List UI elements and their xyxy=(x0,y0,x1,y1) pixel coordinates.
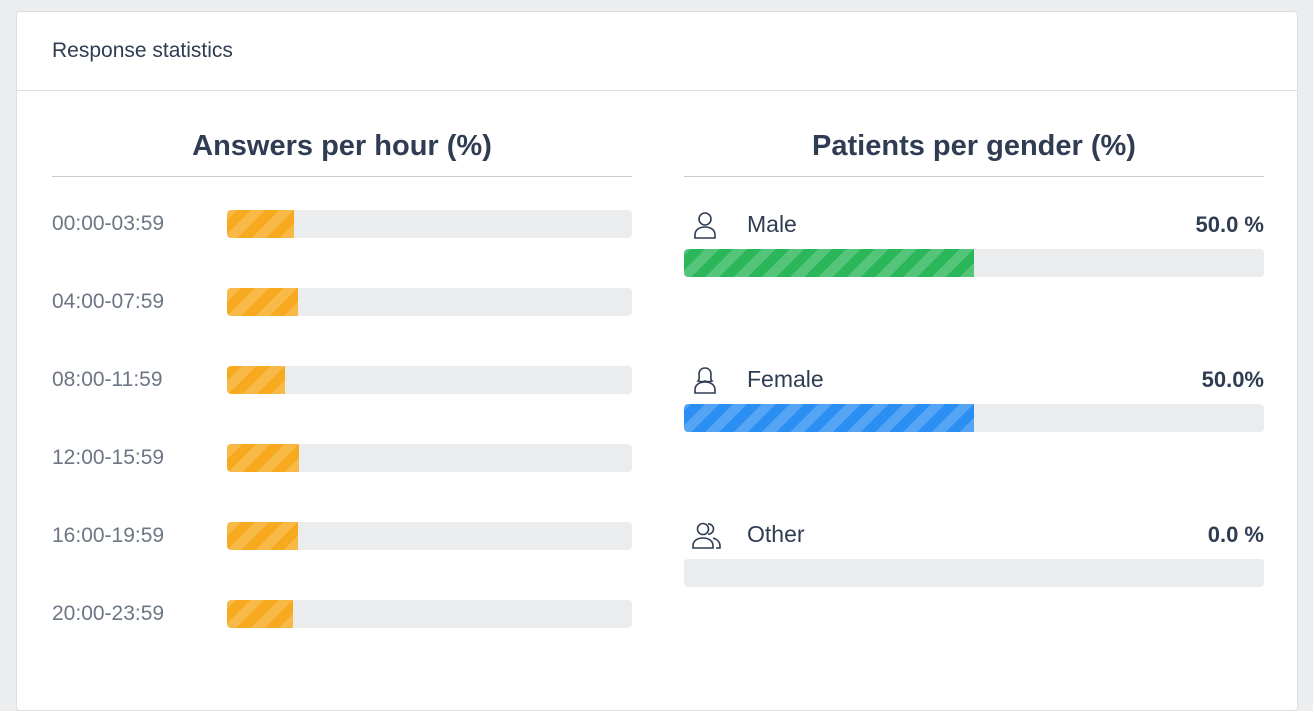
hour-bar-fill xyxy=(227,522,298,550)
hour-bar-fill xyxy=(227,444,300,472)
hour-bar-fill xyxy=(227,600,293,628)
gender-bar-track xyxy=(684,249,1264,277)
answers-per-hour-title: Answers per hour (%) xyxy=(52,116,632,177)
hour-bar-track xyxy=(227,366,632,394)
hour-bar-fill xyxy=(227,366,285,394)
gender-label: Other xyxy=(747,521,805,547)
gender-bar-fill xyxy=(684,249,974,277)
gender-bar-track xyxy=(684,404,1264,432)
hour-range-label: 00:00-03:59 xyxy=(52,212,165,235)
users-group-icon xyxy=(692,520,721,550)
hour-bar-track xyxy=(227,210,632,238)
gender-percentage: 50.0 % xyxy=(1195,212,1265,237)
hour-row: 12:00-15:59 xyxy=(52,411,632,489)
hour-bar-track xyxy=(227,288,632,316)
gender-row-female: Female 50.0% xyxy=(684,332,1264,487)
hour-bar-fill xyxy=(227,288,298,316)
gender-bar-track xyxy=(684,559,1264,587)
gender-percentage: 0.0 % xyxy=(1207,522,1264,547)
hour-bar-track xyxy=(227,600,632,628)
patients-per-gender-section: Patients per gender (%) Male 50.0 % xyxy=(684,116,1264,642)
hour-bar-list: 00:00-03:59 04:00-07:59 08:00-11:59 12:0… xyxy=(52,177,632,645)
card-header: Response statistics xyxy=(17,12,1297,91)
answers-per-hour-section: Answers per hour (%) 00:00-03:59 04:00-0… xyxy=(52,116,632,645)
hour-row: 00:00-03:59 xyxy=(52,177,632,255)
hour-range-label: 04:00-07:59 xyxy=(52,290,165,313)
hour-row: 08:00-11:59 xyxy=(52,333,632,411)
male-user-icon xyxy=(692,210,718,240)
hour-range-label: 12:00-15:59 xyxy=(52,446,165,469)
hour-bar-fill xyxy=(227,210,294,238)
card-title: Response statistics xyxy=(52,39,233,62)
response-statistics-card: Response statistics Answers per hour (%)… xyxy=(16,11,1298,711)
hour-bar-track xyxy=(227,522,632,550)
hour-row: 04:00-07:59 xyxy=(52,255,632,333)
hour-range-label: 20:00-23:59 xyxy=(52,602,165,625)
hour-bar-track xyxy=(227,444,632,472)
gender-row-male: Male 50.0 % xyxy=(684,177,1264,332)
gender-percentage: 50.0% xyxy=(1201,367,1264,392)
hour-row: 16:00-19:59 xyxy=(52,489,632,567)
hour-range-label: 08:00-11:59 xyxy=(52,368,163,391)
gender-bar-fill xyxy=(684,404,974,432)
gender-row-other: Other 0.0 % xyxy=(684,487,1264,642)
gender-label: Female xyxy=(747,366,824,392)
female-user-icon xyxy=(692,365,718,395)
hour-row: 20:00-23:59 xyxy=(52,567,632,645)
hour-range-label: 16:00-19:59 xyxy=(52,524,165,547)
gender-label: Male xyxy=(747,211,797,237)
patients-per-gender-title: Patients per gender (%) xyxy=(684,116,1264,177)
